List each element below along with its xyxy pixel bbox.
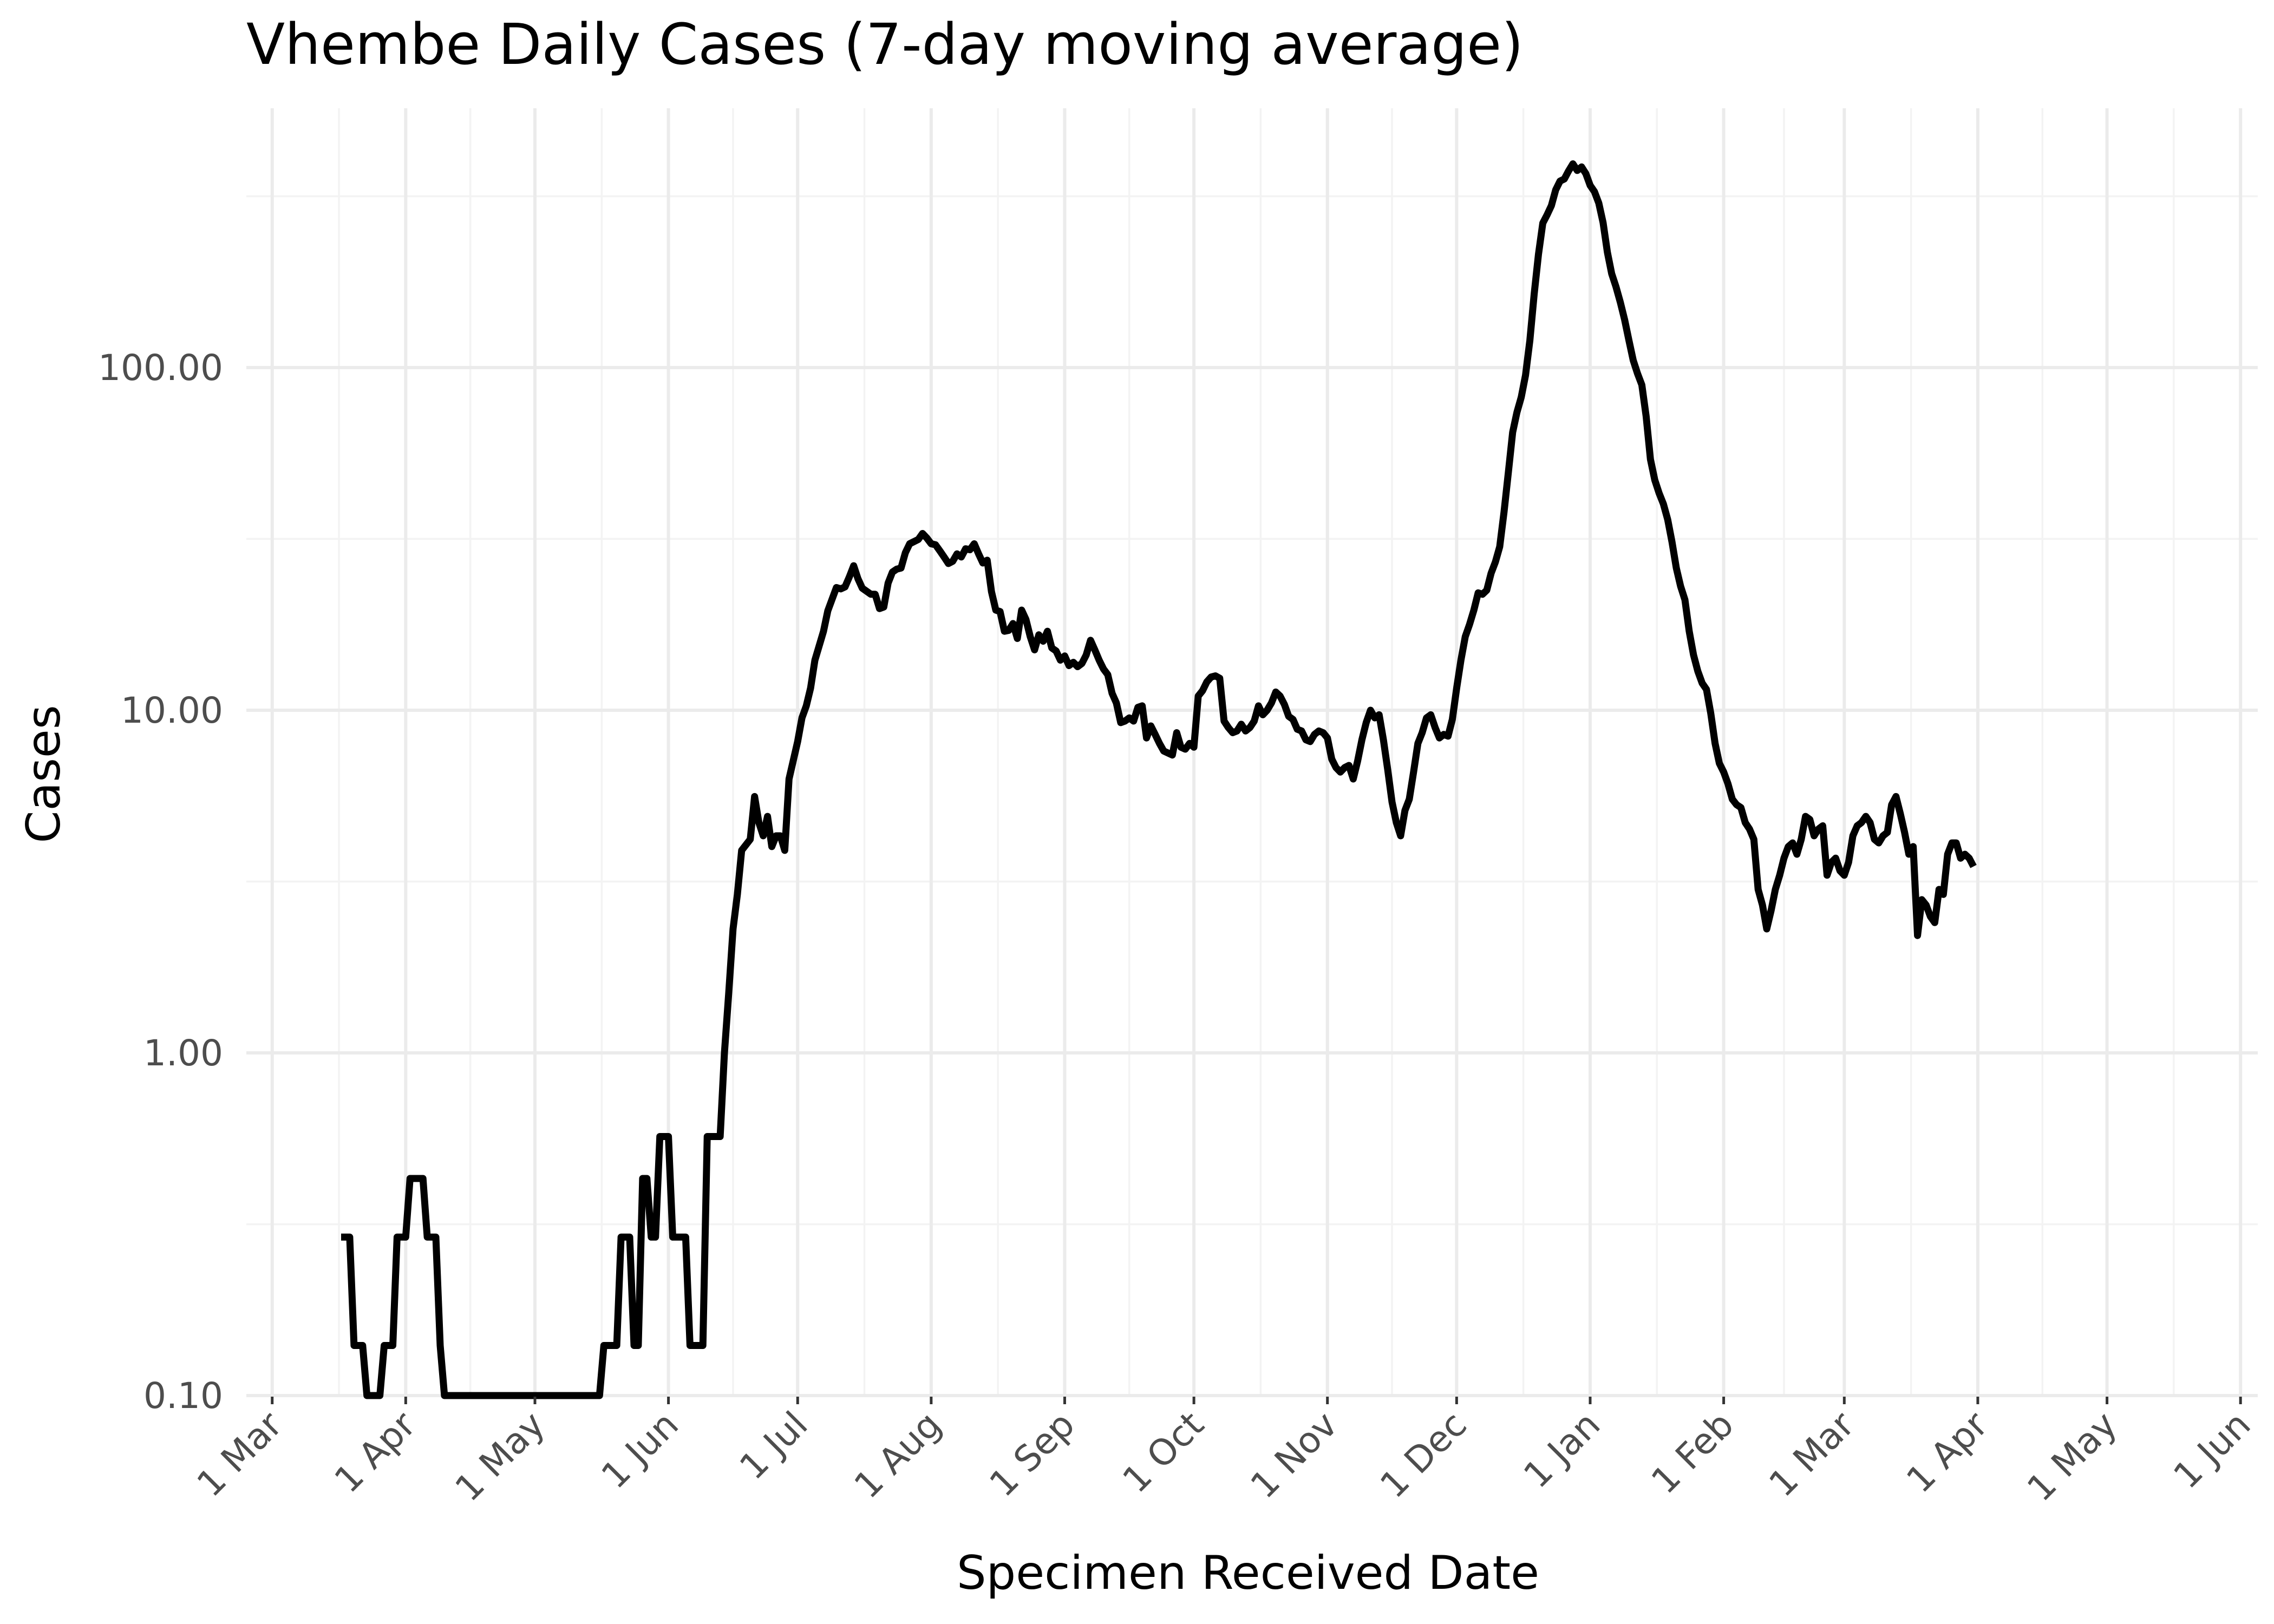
y-tick-label: 10.00	[121, 690, 223, 731]
chart-title: Vhembe Daily Cases (7-day moving average…	[246, 11, 1524, 77]
y-axis-title: Cases	[17, 705, 71, 843]
y-tick-labels: 0.10 1.00 10.00 100.00	[98, 347, 223, 1417]
grid-major	[246, 108, 2258, 1397]
y-tick-label: 1.00	[143, 1032, 223, 1074]
y-tick-label: 0.10	[143, 1375, 223, 1417]
grid-minor	[246, 108, 2258, 1396]
y-tick-label: 100.00	[98, 347, 223, 389]
x-axis-title: Specimen Received Date	[957, 1546, 1539, 1600]
series-group	[341, 160, 1977, 1399]
series-line-0	[341, 160, 1977, 1399]
